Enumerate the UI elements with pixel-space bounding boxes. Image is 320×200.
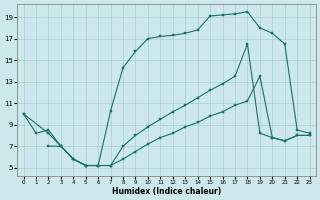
X-axis label: Humidex (Indice chaleur): Humidex (Indice chaleur) — [112, 187, 221, 196]
